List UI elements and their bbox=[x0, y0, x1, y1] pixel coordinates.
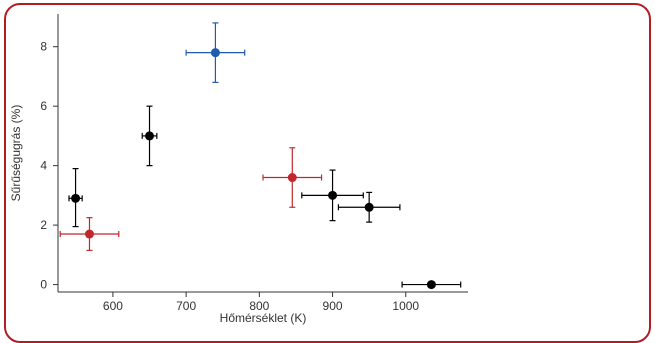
data-point-group bbox=[401, 280, 462, 290]
axes bbox=[57, 14, 468, 293]
y-axis-title: Sűrűségugrás (%) bbox=[9, 105, 23, 202]
y-ticks: 0 2 4 6 8 bbox=[40, 40, 58, 292]
data-point-group bbox=[68, 168, 83, 228]
data-point-group bbox=[337, 191, 401, 223]
data-point-group bbox=[262, 147, 323, 208]
y-tick-label: 8 bbox=[40, 40, 47, 54]
data-point bbox=[71, 193, 81, 203]
data-point bbox=[145, 131, 155, 141]
data-point bbox=[328, 190, 338, 200]
data-points bbox=[59, 22, 462, 290]
data-point-group bbox=[301, 169, 364, 222]
y-tick-label: 2 bbox=[40, 218, 47, 232]
data-point bbox=[426, 280, 436, 290]
data-point-group bbox=[141, 105, 158, 167]
x-tick-label: 700 bbox=[176, 299, 196, 313]
x-tick-label: 900 bbox=[323, 299, 343, 313]
x-ticks: 600 700 800 900 1000 bbox=[103, 292, 419, 313]
x-tick-label: 1000 bbox=[392, 299, 419, 313]
data-point bbox=[210, 48, 220, 58]
y-tick-label: 4 bbox=[40, 159, 47, 173]
scatter-chart: 600 700 800 900 1000 0 2 4 6 8 Hőmérséklet (K) S… bbox=[9, 14, 468, 325]
data-point bbox=[364, 202, 374, 212]
data-point bbox=[84, 229, 94, 239]
data-point-group bbox=[185, 22, 246, 83]
x-axis-title: Hőmérséklet (K) bbox=[220, 311, 307, 325]
x-tick-label: 800 bbox=[249, 299, 269, 313]
data-point bbox=[287, 173, 297, 183]
x-tick-label: 600 bbox=[103, 299, 123, 313]
y-tick-label: 0 bbox=[40, 278, 47, 292]
y-tick-label: 6 bbox=[40, 99, 47, 113]
chart-frame bbox=[4, 3, 651, 343]
data-point-group bbox=[59, 217, 120, 251]
